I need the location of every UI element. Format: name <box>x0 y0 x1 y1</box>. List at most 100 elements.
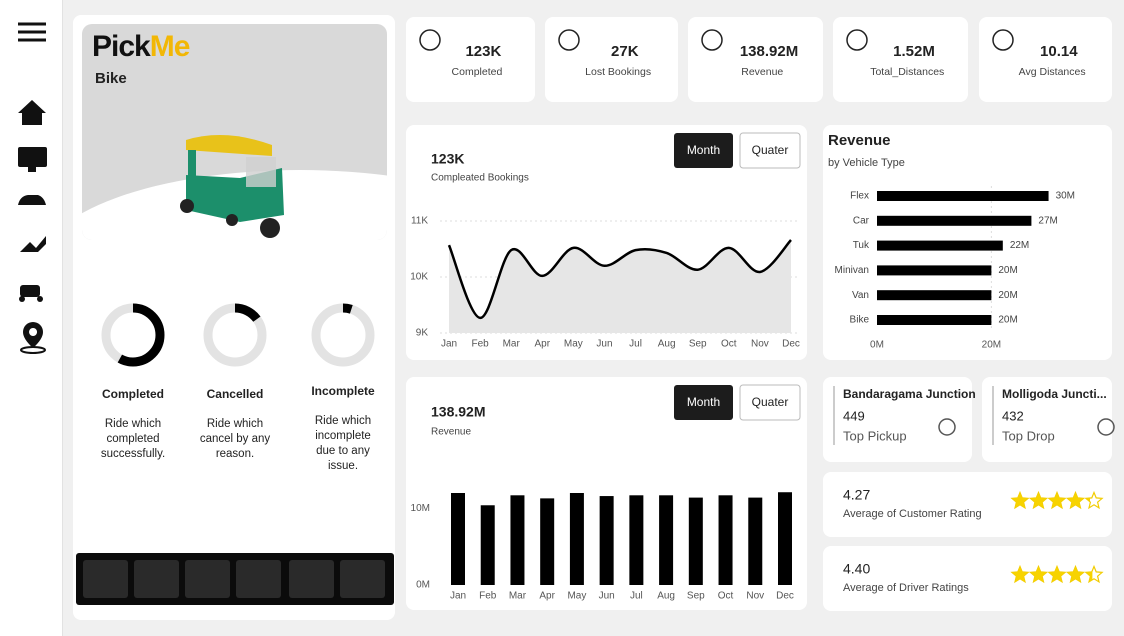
vehicle-name: Bike <box>95 70 127 87</box>
x-tick-label: Aug <box>657 591 675 602</box>
menu-icon[interactable] <box>18 22 46 42</box>
chart-subtitle: Revenue <box>431 427 471 438</box>
logo: PickMe <box>92 30 190 63</box>
vehicle-tile[interactable] <box>83 560 128 598</box>
y-tick-label: 9K <box>416 328 429 339</box>
button[interactable] <box>739 384 801 421</box>
kpi-icon <box>558 29 580 51</box>
star <box>1048 492 1066 508</box>
y-tick-label: Bike <box>850 315 870 326</box>
y-tick-label: 10M <box>411 503 430 514</box>
button-label[interactable]: Month <box>687 143 720 157</box>
x-tick-label: Dec <box>782 339 800 350</box>
x-tick-label: Nov <box>751 339 769 350</box>
bar <box>718 495 733 585</box>
value-label: 27M <box>1038 215 1057 226</box>
bar <box>540 498 555 585</box>
y-tick-label: 0M <box>416 580 430 591</box>
rating-value: 4.40 <box>843 561 870 577</box>
location-icon[interactable] <box>23 322 43 348</box>
x-tick-label: Jan <box>441 339 457 350</box>
bar <box>748 497 763 585</box>
x-tick-label: Apr <box>539 591 555 602</box>
nav-icons[interactable] <box>18 100 47 354</box>
kpi-label: Lost Bookings <box>585 66 651 78</box>
y-tick-label: Car <box>853 215 870 226</box>
report-stand <box>28 167 36 172</box>
hero <box>82 24 387 240</box>
status-description: Ride which completed successfully. <box>100 418 166 460</box>
bar <box>629 495 644 585</box>
kpi-card <box>688 17 823 102</box>
value-label: 20M <box>998 290 1017 301</box>
vehicle-tile[interactable] <box>236 560 281 598</box>
x-tick-label: Sep <box>687 591 705 602</box>
y-tick-label: 10K <box>410 272 428 283</box>
star <box>1011 492 1029 508</box>
car-icon[interactable] <box>18 195 46 205</box>
button-label[interactable]: Quater <box>752 395 789 409</box>
button[interactable] <box>674 385 733 420</box>
home-icon[interactable] <box>18 100 46 125</box>
bar <box>659 495 674 585</box>
x-tick-label: Oct <box>721 339 737 350</box>
star <box>1011 566 1029 582</box>
pin-icon <box>938 418 956 436</box>
star <box>1067 566 1084 582</box>
location-name: Molligoda Juncti... <box>1002 387 1107 401</box>
x-tick-label: Jul <box>629 339 642 350</box>
button-label[interactable]: Quater <box>752 143 789 157</box>
x-tick-label: Mar <box>503 339 521 350</box>
vehicle-tile[interactable] <box>340 560 385 598</box>
x-tick-label: Dec <box>776 591 794 602</box>
vehicle-tile[interactable] <box>134 560 179 598</box>
x-tick-label: Mar <box>509 591 527 602</box>
bar <box>877 265 992 276</box>
line <box>447 239 792 320</box>
kpi-value: 27K <box>611 43 639 60</box>
chart-title: 123K <box>431 151 464 167</box>
x-tick-label: Jan <box>450 591 466 602</box>
delivery-icon[interactable] <box>20 285 40 297</box>
x-tick-label: Jun <box>599 591 615 602</box>
y-tick-label: Van <box>852 290 869 301</box>
button-label[interactable]: Month <box>687 395 720 409</box>
revenue-icon[interactable] <box>20 236 46 252</box>
button[interactable] <box>674 133 733 168</box>
bar <box>877 191 1049 201</box>
rating-label: Average of Driver Ratings <box>843 582 969 594</box>
kpi-label: Avg Distances <box>1019 66 1086 78</box>
x-tick-label: 20M <box>982 340 1001 351</box>
rating-card <box>823 546 1112 611</box>
kpi-label: Total_Distances <box>870 66 944 78</box>
star <box>1085 498 1090 508</box>
x-tick-label: May <box>564 339 583 350</box>
star <box>1067 492 1084 508</box>
kpi-card <box>406 17 535 102</box>
tuk-tuk-image <box>180 135 284 238</box>
location-label: Top Drop <box>1002 428 1055 443</box>
bar <box>877 315 992 325</box>
vehicle-tile[interactable] <box>289 560 334 598</box>
kpi-value: 138.92M <box>740 43 798 60</box>
bar <box>480 505 495 585</box>
x-tick-label: Oct <box>718 591 734 602</box>
y-tick-label: Flex <box>850 191 869 202</box>
bar <box>599 496 614 585</box>
kpi-label: Revenue <box>741 66 783 78</box>
report-icon[interactable] <box>18 147 47 167</box>
vehicle-tile[interactable] <box>185 560 230 598</box>
logo-pick: Pick <box>92 30 151 63</box>
pin-icon <box>1097 418 1115 436</box>
location-count: 432 <box>1002 408 1024 423</box>
button[interactable] <box>739 132 801 169</box>
value-label: 30M <box>1056 191 1075 202</box>
x-tick-label: May <box>567 591 586 602</box>
bar <box>877 240 1003 251</box>
star <box>1085 570 1093 582</box>
rating-card <box>823 472 1112 537</box>
area <box>449 240 791 333</box>
status-title: Completed <box>102 387 164 401</box>
donut-arc <box>203 303 267 367</box>
